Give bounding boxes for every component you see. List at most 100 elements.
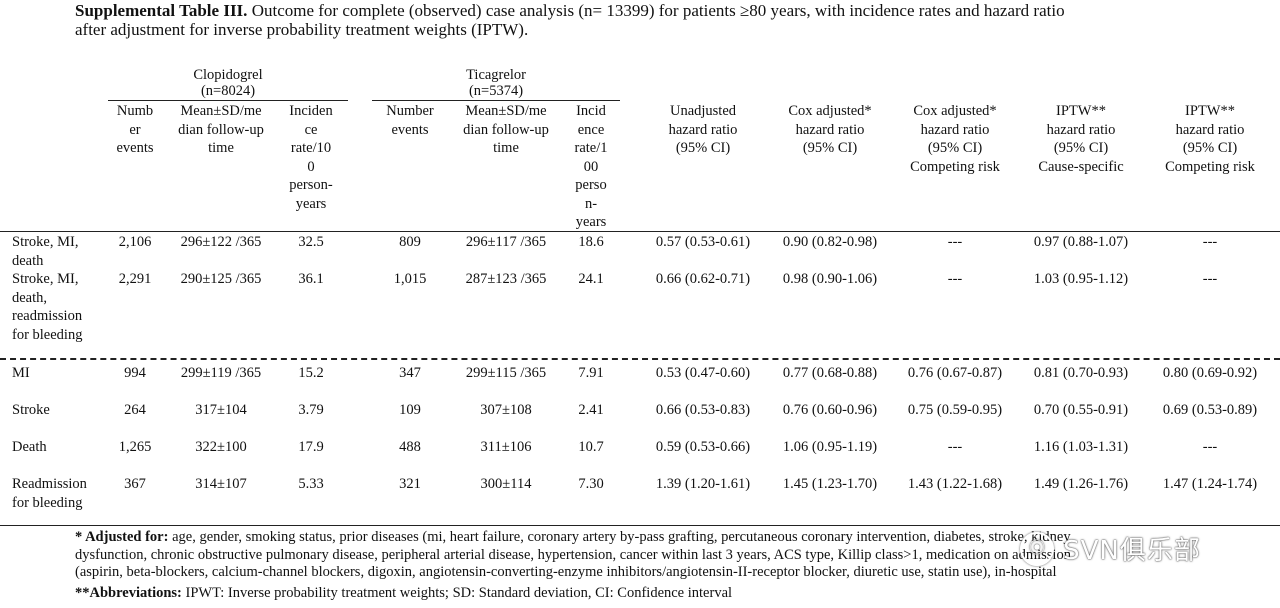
- table-cell: 290±125 /365: [180, 271, 262, 287]
- col-header-line: dian follow-up: [463, 121, 549, 138]
- col-header-line: IPTW**: [1056, 103, 1106, 119]
- group-name: Clopidogrel: [193, 67, 263, 83]
- footnote-adjusted: * Adjusted for: age, gender, smoking sta…: [75, 529, 1071, 582]
- row-label-line: Stroke, MI,: [12, 234, 79, 250]
- col-header-line: Competing risk: [1165, 158, 1255, 175]
- footnote-adjusted-line2: dysfunction, chronic obstructive pulmona…: [75, 546, 1071, 563]
- group-name: Ticagrelor: [466, 67, 526, 83]
- table-cell: 0.90 (0.82-0.98): [782, 234, 878, 250]
- col-header-line: Mean±SD/me: [465, 103, 547, 119]
- table-title: Supplemental Table III. Outcome for comp…: [75, 1, 1255, 39]
- row-label: Stroke, MI, death: [12, 233, 108, 270]
- table-cell: 0.97 (0.88-1.07): [1033, 234, 1129, 250]
- row-label: Death: [12, 438, 108, 457]
- col-header-line: (95% CI): [1053, 140, 1109, 156]
- col-header-line: Cox adjusted*: [913, 103, 997, 119]
- table-cell: 488: [399, 439, 421, 455]
- table-cell: 32.5: [298, 234, 324, 250]
- table-cell: 296±117 /365: [465, 234, 547, 250]
- table-cell: 0.81 (0.70-0.93): [1033, 365, 1129, 381]
- group-underline-clopidogrel: [108, 100, 348, 101]
- group-count: (n=5374): [468, 83, 524, 99]
- col-header-iptw-competing-risk: IPTW** hazard ratio (95% CI) Competing risk: [1146, 102, 1274, 176]
- table-cell: 1.49 (1.26-1.76): [1033, 476, 1129, 492]
- col-header-line: Mean±SD/me: [180, 103, 262, 119]
- table-cell: 367: [124, 476, 146, 492]
- col-header-unadjusted-hr: Unadjusted hazard ratio (95% CI): [640, 102, 766, 158]
- row-label-line: Stroke, MI,: [12, 271, 79, 287]
- table-cell: 307±108: [480, 402, 532, 418]
- col-header-line: Number: [386, 103, 434, 119]
- table-cell: 1.06 (0.95-1.19): [782, 439, 878, 455]
- table-cell: 1.47 (1.24-1.74): [1162, 476, 1258, 492]
- table-cell: 317±104: [195, 402, 247, 418]
- table-cell: ---: [947, 234, 963, 250]
- group-underline-ticagrelor: [372, 100, 620, 101]
- table-cell: 299±119 /365: [180, 365, 262, 381]
- table-cell: 0.53 (0.47-0.60): [655, 365, 751, 381]
- table-cell: 2,106: [118, 234, 152, 250]
- table-cell: ---: [1202, 439, 1218, 455]
- table-cell: 300±114: [480, 476, 532, 492]
- col-header-ticagrelor-followup: Mean±SD/me dian follow-up time: [452, 102, 560, 158]
- table-cell: ---: [1202, 271, 1218, 287]
- table-cell: 1.16 (1.03-1.31): [1033, 439, 1129, 455]
- col-header-line: IPTW**: [1185, 103, 1235, 119]
- footnote-adjusted-label: * Adjusted for:: [75, 529, 169, 545]
- footnote-abbreviations-label: **Abbreviations:: [75, 585, 182, 601]
- col-header-line: Numb: [116, 103, 154, 119]
- table-title-label: Supplemental Table III.: [75, 1, 248, 20]
- table-cell: 264: [124, 402, 146, 418]
- col-header-line: perso: [575, 177, 607, 193]
- col-header-clopidogrel-followup: Mean±SD/me dian follow-up time: [168, 102, 274, 158]
- table-cell: 0.66 (0.62-0.71): [655, 271, 751, 287]
- col-header-line: events: [116, 140, 154, 156]
- row-label-line: for bleeding: [12, 326, 83, 343]
- col-header-line: (95% CI): [802, 140, 858, 156]
- table-title-text: Outcome for complete (observed) case ana…: [247, 1, 1065, 20]
- col-header-line: rate/1: [574, 140, 608, 156]
- col-header-ticagrelor-events: Number events: [372, 102, 448, 139]
- watermark-text: SVN俱乐部: [1063, 536, 1201, 566]
- col-header-line: hazard ratio: [668, 121, 738, 138]
- table-cell: 1,265: [118, 439, 152, 455]
- table-cell: 1,015: [393, 271, 427, 287]
- row-label-line: death,: [12, 289, 48, 306]
- table-cell: 0.76 (0.67-0.87): [907, 365, 1003, 381]
- table-cell: 3.79: [298, 402, 324, 418]
- col-header-line: 0: [307, 158, 315, 175]
- col-header-line: hazard ratio: [1046, 121, 1116, 138]
- table-cell: 299±115 /365: [465, 365, 547, 381]
- table-cell: 0.57 (0.53-0.61): [655, 234, 751, 250]
- col-header-line: time: [493, 140, 519, 156]
- table-cell: 0.80 (0.69-0.92): [1162, 365, 1258, 381]
- header-rule: [0, 231, 1280, 232]
- group-header-clopidogrel: Clopidogrel (n=8024): [108, 67, 348, 99]
- row-label-line: Readmission: [12, 476, 87, 492]
- table-cell: 314±107: [195, 476, 247, 492]
- table-cell: 2.41: [578, 402, 604, 418]
- table-cell: 0.59 (0.53-0.66): [655, 439, 751, 455]
- table-cell: 7.30: [578, 476, 604, 492]
- table-cell: 1.39 (1.20-1.61): [655, 476, 751, 492]
- col-header-line: dian follow-up: [178, 121, 264, 138]
- table-cell: 1.45 (1.23-1.70): [782, 476, 878, 492]
- table-cell: 322±100: [195, 439, 247, 455]
- table-cell: 5.33: [298, 476, 324, 492]
- table-cell: 296±122 /365: [180, 234, 262, 250]
- table-cell: 24.1: [578, 271, 604, 287]
- table-cell: 0.77 (0.68-0.88): [782, 365, 878, 381]
- row-label: Stroke, MI, death, readmission for bleeding: [12, 270, 108, 344]
- table-cell: 321: [399, 476, 421, 492]
- table-bottom-rule: [0, 525, 1280, 526]
- row-label-line: Death: [12, 439, 47, 455]
- col-header-line: Unadjusted: [669, 103, 737, 119]
- col-header-line: Cox adjusted*: [788, 103, 872, 119]
- col-header-line: (95% CI): [927, 140, 983, 156]
- footnote-abbreviations-text: IPWT: Inverse probability treatment weig…: [181, 585, 733, 601]
- col-header-line: years: [575, 214, 607, 230]
- table-cell: 7.91: [578, 365, 604, 381]
- col-header-line: person-: [289, 177, 333, 193]
- col-header-line: Incid: [576, 103, 606, 119]
- table-cell: 311±106: [480, 439, 532, 455]
